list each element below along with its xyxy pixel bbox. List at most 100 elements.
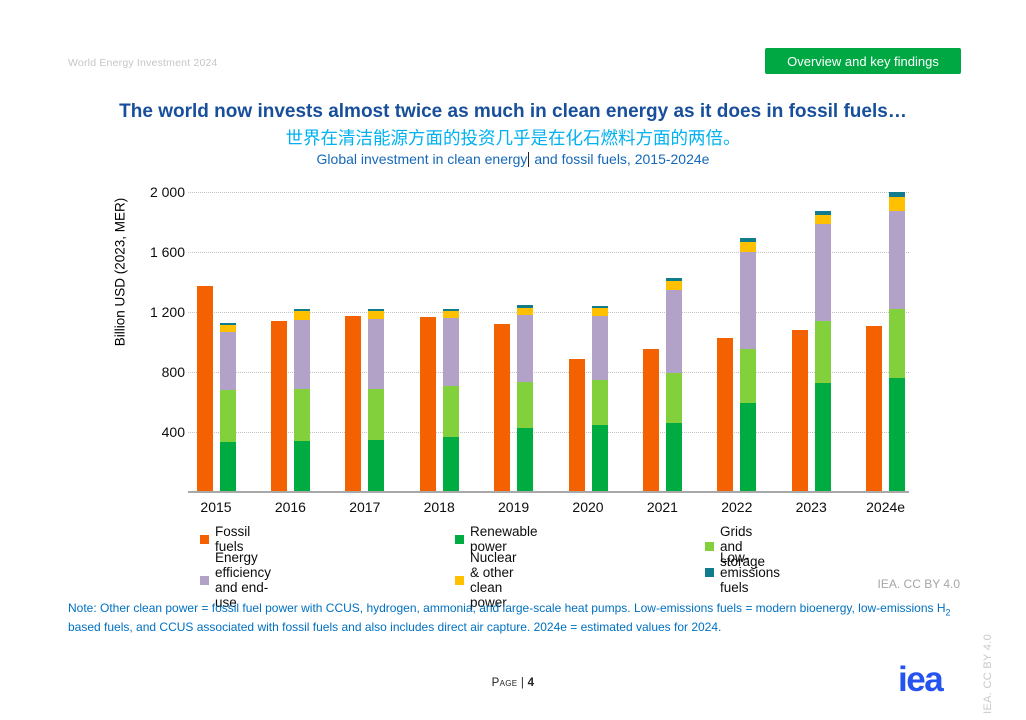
chart-subtitle[interactable]: Global investment in clean energy and fo… (0, 151, 1026, 167)
legend-item-low-emissions-fuels: Low-emissions fuels (705, 550, 780, 595)
clean-energy-stack-2017 (368, 309, 385, 492)
nuclear-other-clean-power-segment (591, 308, 608, 316)
x-tick-label-2019: 2019 (498, 499, 530, 515)
footnote-part1: Note: Other clean power = fossil fuel po… (68, 601, 937, 615)
nuclear-other-clean-power-segment (740, 241, 757, 252)
fossil-fuels-bar-2015 (196, 285, 213, 492)
energy-efficiency-and-end-use-segment (293, 319, 310, 389)
renewable-power-segment (293, 441, 310, 492)
chart-subtitle-left: Global investment in clean energy (316, 151, 528, 167)
fossil-fuels-bar-2024e (866, 325, 883, 492)
fossil-fuels-bar-2017 (345, 315, 362, 492)
x-tick-label-2024e: 2024e (866, 499, 906, 515)
legend-item-renewable-power: Renewable power (455, 524, 538, 554)
legend-label: Fossil fuels (215, 524, 251, 554)
energy-efficiency-and-end-use-segment (740, 252, 757, 349)
plot-area (195, 191, 908, 492)
low-emissions-fuels-segment (665, 278, 682, 281)
nuclear-other-clean-power-segment (665, 280, 682, 290)
grids-and-storage-segment (814, 321, 831, 383)
x-axis-line (188, 491, 909, 493)
low-emissions-fuels-segment (293, 309, 310, 312)
low-emissions-fuels-segment (442, 309, 459, 312)
renewable-power-segment (740, 402, 757, 492)
slide-title: The world now invests almost twice as mu… (119, 101, 907, 122)
clean-energy-stack-2023 (814, 210, 831, 492)
page-indicator: Page | 4 (0, 677, 1026, 689)
document-title: World Energy Investment 2024 (68, 57, 218, 69)
clean-energy-stack-2024e (889, 191, 906, 492)
x-tick-label-2020: 2020 (572, 499, 604, 515)
legend-swatch-icon (200, 534, 209, 544)
fossil-fuels-bar-2022 (717, 337, 734, 492)
energy-efficiency-and-end-use-segment (591, 315, 608, 380)
legend-swatch-icon (705, 542, 714, 551)
footnote-h2: H (936, 601, 946, 615)
renewable-power-segment (368, 440, 385, 492)
y-tick-label: 2 000 (149, 184, 185, 200)
clean-energy-stack-2016 (293, 309, 310, 492)
low-emissions-fuels-segment (368, 309, 385, 312)
energy-efficiency-and-end-use-segment (665, 289, 682, 373)
legend-label: Grids and storage (720, 524, 766, 569)
nuclear-other-clean-power-segment (442, 311, 459, 318)
low-emissions-fuels-segment (517, 305, 534, 308)
legend-swatch-icon (455, 534, 464, 544)
grids-and-storage-segment (442, 385, 459, 437)
nuclear-other-clean-power-segment (219, 324, 236, 332)
legend-label: Low-emissions fuels (720, 550, 781, 595)
x-tick-label-2016: 2016 (274, 499, 306, 515)
page-number: 4 (527, 677, 535, 689)
chart-subtitle-right: and fossil fuels, 2015-2024e (530, 151, 710, 167)
clean-energy-stack-2022 (740, 237, 757, 492)
clean-energy-stack-2015 (219, 323, 236, 492)
renewable-power-segment (814, 382, 831, 492)
x-tick-label-2018: 2018 (423, 499, 455, 515)
fossil-fuels-bar-2018 (419, 316, 436, 492)
renewable-power-segment (442, 436, 459, 492)
legend-item-nuclear-other-clean-power: Nuclear & other clean power (455, 550, 517, 610)
legend-swatch-icon (705, 568, 714, 577)
grids-and-storage-segment (591, 379, 608, 426)
y-axis-title: Billion USD (2023, MER) (112, 197, 128, 347)
footnote-h2-sub: 2 (945, 607, 951, 618)
y-tick-label: 400 (161, 424, 185, 440)
nuclear-other-clean-power-segment (889, 196, 906, 211)
footnote: Note: Other clean power = fossil fuel po… (68, 600, 972, 636)
legend-item-energy-efficiency-and-end-use: Energy efficiency and end-use (200, 550, 271, 610)
legend-swatch-icon (200, 575, 209, 585)
legend-item-fossil-fuels: Fossil fuels (200, 524, 250, 554)
x-tick-label-2015: 2015 (200, 499, 232, 515)
energy-efficiency-and-end-use-segment (442, 318, 459, 386)
renewable-power-segment (219, 441, 236, 492)
grids-and-storage-segment (219, 390, 236, 442)
fossil-fuels-bar-2019 (494, 324, 511, 492)
y-tick-label: 1 600 (149, 244, 185, 260)
grids-and-storage-segment (517, 381, 534, 429)
low-emissions-fuels-segment (740, 237, 757, 242)
footnote-part2: based fuels, and CCUS associated with fo… (68, 620, 722, 635)
grids-and-storage-segment (293, 388, 310, 441)
legend-label: Energy efficiency and end-use (215, 550, 272, 610)
nuclear-other-clean-power-segment (293, 311, 310, 320)
fossil-fuels-bar-2023 (791, 330, 808, 492)
low-emissions-fuels-segment (814, 210, 831, 215)
energy-efficiency-and-end-use-segment (889, 210, 906, 309)
text-cursor (528, 152, 530, 167)
renewable-power-segment (889, 378, 906, 492)
energy-efficiency-and-end-use-segment (219, 331, 236, 390)
legend-item-grids-and-storage: Grids and storage (705, 524, 765, 569)
low-emissions-fuels-segment (889, 191, 906, 197)
energy-efficiency-and-end-use-segment (814, 224, 831, 321)
legend-swatch-icon (455, 575, 464, 585)
side-attribution-text: IEA. CC BY 4.0 (982, 634, 994, 714)
fossil-fuels-bar-2016 (270, 321, 287, 492)
x-tick-label-2017: 2017 (349, 499, 381, 515)
clean-energy-stack-2018 (442, 309, 459, 492)
legend-label: Nuclear & other clean power (470, 550, 517, 610)
y-tick-label: 1 200 (149, 304, 185, 320)
clean-energy-stack-2020 (591, 305, 608, 492)
page-label: Page | (491, 677, 528, 689)
overview-section-button[interactable]: Overview and key findings (765, 48, 961, 74)
iea-logo: iea (898, 660, 944, 699)
